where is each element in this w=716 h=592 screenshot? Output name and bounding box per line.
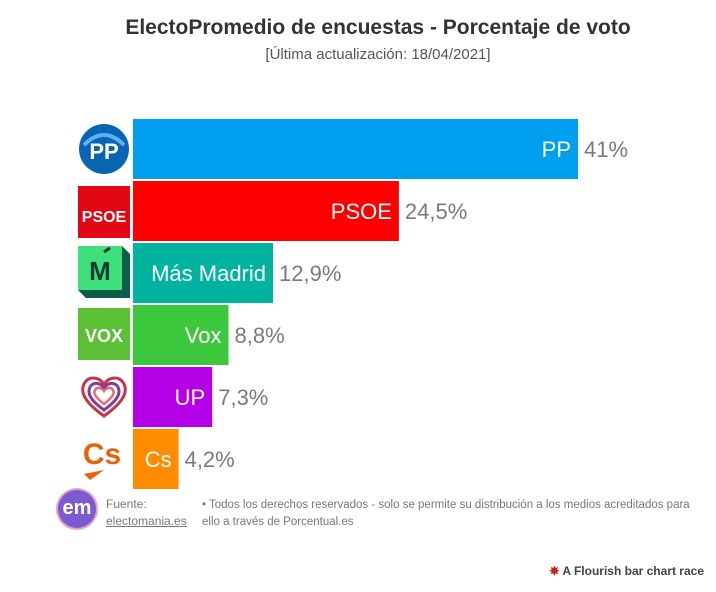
bar-cs [133, 429, 179, 489]
psoe-logo-icon: PSOE [78, 186, 130, 238]
bar-value-label: 24,5% [405, 199, 467, 224]
bar-value-label: 4,2% [185, 447, 235, 472]
mas-madrid-logo-icon: M [78, 246, 130, 298]
bar-value-label: 8,8% [235, 323, 285, 348]
bar-category-label: Cs [145, 447, 172, 472]
svg-text:M: M [89, 256, 111, 286]
cs-logo-icon: Cs [83, 438, 121, 480]
bar-psoe [133, 181, 399, 241]
flourish-credit[interactable]: ✸ A Flourish bar chart race [549, 564, 704, 578]
chart-subtitle: [Última actualización: 18/04/2021] [265, 46, 491, 63]
bar-category-label: Vox [185, 323, 222, 348]
bar-category-label: UP [175, 385, 206, 410]
pp-logo-icon: PP [79, 124, 129, 174]
electomania-logo-icon: em [58, 490, 96, 528]
bar-más-madrid [133, 243, 274, 303]
bar-value-label: 7,3% [218, 385, 268, 410]
rights-notice: • Todos los derechos reservados - solo s… [202, 499, 690, 528]
bar-pp [133, 119, 578, 179]
bar-category-label: PP [542, 137, 571, 162]
bar-vox [133, 305, 229, 365]
bar-value-label: 12,9% [279, 261, 341, 286]
svg-text:Cs: Cs [83, 438, 121, 471]
chart-title: ElectoPromedio de encuestas - Porcentaje… [125, 16, 631, 39]
source-link[interactable]: electomania.es [106, 514, 187, 528]
svg-text:PSOE: PSOE [82, 209, 127, 226]
flourish-credit-text: A Flourish bar chart race [562, 564, 704, 578]
svg-text:PP: PP [89, 139, 118, 164]
source-label: Fuente: [106, 497, 147, 511]
up-logo-icon [81, 376, 127, 418]
vox-logo-icon: VOX [78, 308, 130, 360]
flourish-star-icon: ✸ [549, 564, 560, 578]
svg-text:VOX: VOX [85, 326, 123, 346]
bar-category-label: Más Madrid [151, 261, 266, 286]
bar-value-label: 41% [584, 137, 628, 162]
bar-up [133, 367, 213, 427]
bar-category-label: PSOE [331, 199, 392, 224]
